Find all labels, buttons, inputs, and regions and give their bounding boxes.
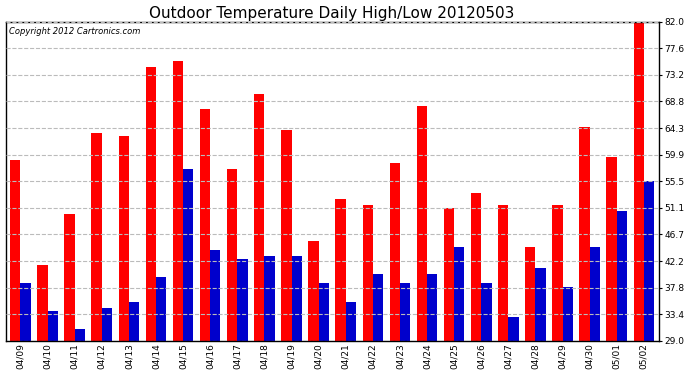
Bar (498, 205, 509, 340)
Bar (400, 284, 411, 340)
Bar (200, 109, 210, 340)
Bar (562, 286, 573, 340)
Bar (308, 242, 319, 340)
Bar (644, 181, 654, 340)
Bar (227, 169, 237, 340)
Bar (346, 302, 356, 340)
Bar (291, 256, 302, 340)
Bar (64, 214, 75, 340)
Bar (444, 208, 454, 340)
Bar (92, 133, 102, 340)
Bar (319, 284, 329, 340)
Bar (607, 157, 617, 340)
Bar (146, 67, 156, 340)
Bar (21, 284, 31, 340)
Bar (481, 284, 491, 340)
Bar (10, 160, 21, 340)
Bar (102, 308, 112, 340)
Bar (129, 302, 139, 340)
Bar (617, 211, 627, 340)
Bar (471, 193, 481, 340)
Bar (172, 61, 183, 340)
Title: Outdoor Temperature Daily High/Low 20120503: Outdoor Temperature Daily High/Low 20120… (150, 6, 515, 21)
Bar (633, 22, 644, 340)
Bar (590, 248, 600, 340)
Bar (210, 251, 221, 340)
Bar (535, 268, 546, 340)
Bar (335, 199, 346, 340)
Bar (48, 310, 58, 340)
Bar (390, 163, 400, 340)
Bar (373, 274, 383, 340)
Bar (525, 248, 535, 340)
Bar (254, 94, 264, 340)
Bar (75, 328, 85, 340)
Bar (237, 260, 248, 340)
Bar (156, 278, 166, 340)
Text: Copyright 2012 Cartronics.com: Copyright 2012 Cartronics.com (9, 27, 140, 36)
Bar (119, 136, 129, 340)
Bar (362, 205, 373, 340)
Bar (417, 106, 427, 340)
Bar (37, 266, 48, 340)
Bar (427, 274, 437, 340)
Bar (183, 169, 193, 340)
Bar (454, 248, 464, 340)
Bar (580, 127, 590, 340)
Bar (552, 205, 562, 340)
Bar (509, 316, 519, 340)
Bar (282, 130, 291, 340)
Bar (264, 256, 275, 340)
